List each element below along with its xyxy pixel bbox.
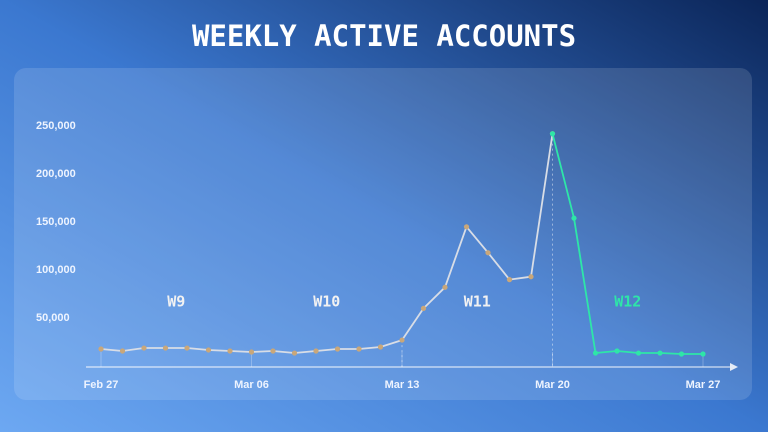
point bbox=[162, 345, 169, 351]
panel bbox=[14, 68, 752, 400]
y-tick-label: 100,000 bbox=[36, 264, 76, 276]
y-tick-label: 50,000 bbox=[36, 312, 70, 324]
point bbox=[442, 284, 448, 290]
point bbox=[528, 274, 534, 280]
point bbox=[141, 345, 147, 351]
series-line bbox=[551, 133, 703, 355]
point bbox=[485, 250, 491, 256]
axis-arrow bbox=[730, 363, 738, 371]
point bbox=[248, 349, 255, 355]
point bbox=[119, 348, 126, 354]
series-line bbox=[100, 133, 554, 354]
x-tick-label: Mar 27 bbox=[686, 379, 721, 391]
point bbox=[377, 344, 384, 350]
point bbox=[334, 346, 341, 352]
point bbox=[399, 337, 405, 343]
x-tick-label: Feb 27 bbox=[84, 379, 119, 391]
point bbox=[614, 348, 620, 354]
point bbox=[657, 350, 663, 356]
x-tick-label: Mar 13 bbox=[385, 379, 420, 391]
chart-title: WEEKLY ACTIVE ACCOUNTS bbox=[192, 19, 576, 53]
week-label: W11 bbox=[464, 293, 491, 311]
point bbox=[98, 346, 104, 352]
y-tick-label: 250,000 bbox=[36, 120, 76, 132]
x-tick-label: Mar 20 bbox=[535, 379, 570, 391]
week-label: W10 bbox=[313, 293, 340, 311]
point bbox=[700, 351, 706, 357]
point bbox=[313, 348, 319, 354]
point bbox=[506, 277, 513, 283]
point bbox=[635, 350, 642, 356]
week-label: W9 bbox=[167, 293, 185, 311]
point bbox=[270, 348, 276, 354]
point bbox=[549, 131, 556, 137]
point bbox=[356, 346, 362, 352]
point bbox=[184, 345, 190, 351]
point bbox=[571, 215, 577, 221]
point bbox=[678, 351, 685, 357]
point bbox=[420, 305, 427, 311]
y-tick-label: 150,000 bbox=[36, 216, 76, 228]
point bbox=[291, 350, 298, 356]
week-label: W12 bbox=[614, 293, 641, 311]
y-tick-label: 200,000 bbox=[36, 168, 76, 180]
x-tick-label: Mar 06 bbox=[234, 379, 269, 391]
point bbox=[592, 350, 599, 356]
point bbox=[463, 224, 470, 230]
point bbox=[205, 347, 212, 353]
point bbox=[227, 348, 233, 354]
